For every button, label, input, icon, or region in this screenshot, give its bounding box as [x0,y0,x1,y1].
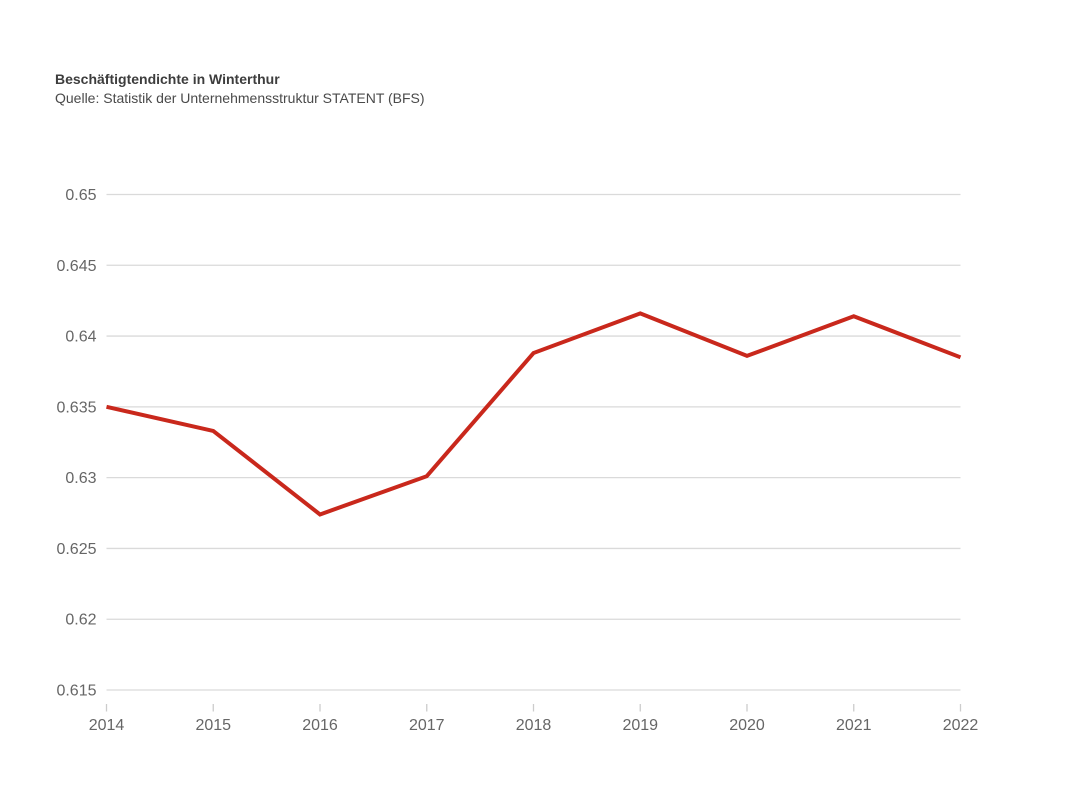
y-axis-label: 0.63 [65,470,96,487]
y-axis-label: 0.65 [65,187,96,204]
chart-subtitle: Quelle: Statistik der Unternehmensstrukt… [55,90,425,106]
x-axis-label: 2014 [89,717,125,734]
chart-header: Beschäftigtendichte in Winterthur Quelle… [55,70,425,108]
x-axis-label: 2022 [943,717,979,734]
y-axis-label: 0.635 [56,399,96,416]
y-axis-label: 0.64 [65,329,96,346]
chart-title: Beschäftigtendichte in Winterthur [55,71,280,87]
x-axis-label: 2019 [622,717,658,734]
y-axis-label: 0.645 [56,258,96,275]
x-axis-label: 2018 [516,717,552,734]
y-axis-label: 0.62 [65,612,96,629]
x-axis-label: 2017 [409,717,445,734]
x-axis-label: 2021 [836,717,872,734]
data-series-line [106,311,962,517]
x-axis-label: 2015 [195,717,231,734]
y-axis-label: 0.625 [56,541,96,558]
x-axis-label: 2020 [729,717,765,734]
x-axis-label: 2016 [302,717,338,734]
y-axis-label: 0.615 [56,683,96,700]
